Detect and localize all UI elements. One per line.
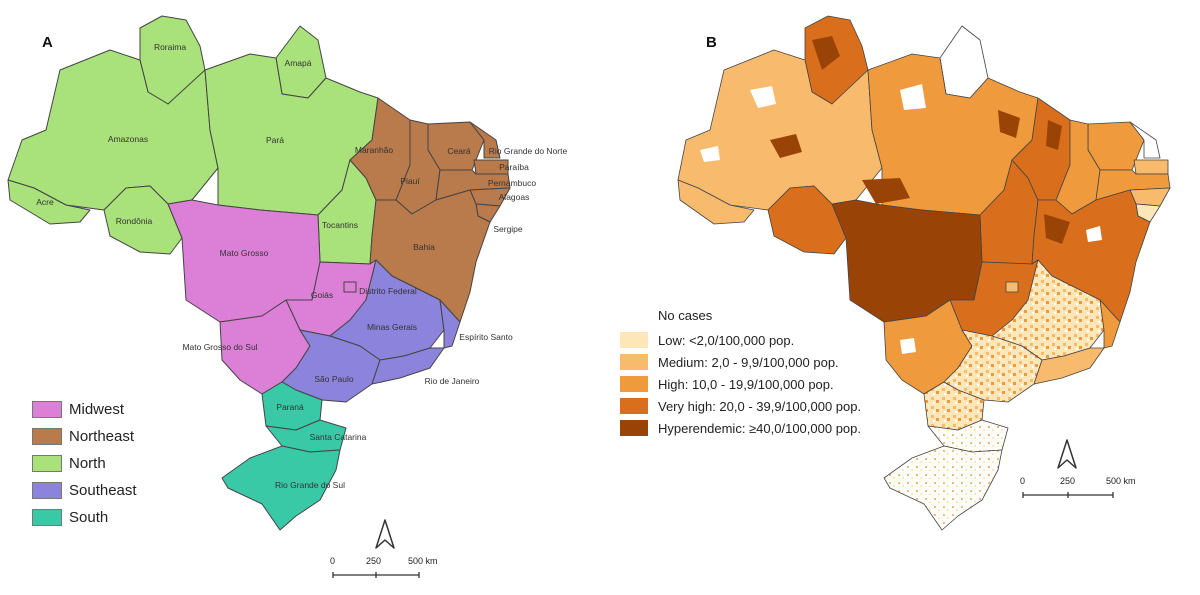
state-label: Minas Gerais xyxy=(367,322,417,332)
no-case-patches xyxy=(700,84,1102,354)
legend-label: North xyxy=(69,455,106,472)
legend-label: Hyperendemic: ≥40,0/100,000 pop. xyxy=(658,420,861,436)
incidence-legend: No cases Low: <2,0/100,000 pop. Medium: … xyxy=(620,308,861,439)
state-label: Alagoas xyxy=(499,192,530,202)
legend-label: Midwest xyxy=(69,401,125,418)
legend-label: Southeast xyxy=(69,482,137,499)
state-label: Mato Grosso do Sul xyxy=(182,342,257,352)
state-label: Pernambuco xyxy=(488,178,536,188)
scale-tick-label: 250 xyxy=(1060,476,1076,486)
scale-tick-label: 0 xyxy=(1020,476,1026,486)
legend-item-low: Low: <2,0/100,000 pop. xyxy=(620,329,861,351)
state-rio-de-janeiro[interactable] xyxy=(1033,347,1105,385)
state-label: Acre xyxy=(36,197,54,207)
state-acre[interactable] xyxy=(677,179,755,225)
state-label: Paraíba xyxy=(499,162,529,172)
state-label: Santa Catarina xyxy=(310,432,367,442)
state-label: Rio Grande do Sul xyxy=(275,480,345,490)
state-label: Espírito Santo xyxy=(459,332,513,342)
state-rio-grande-do-sul[interactable] xyxy=(221,445,341,531)
panel-b-incidence-map: B xyxy=(600,0,1200,595)
scale-tick-label: 500 km xyxy=(408,556,438,566)
state-label: Tocantins xyxy=(322,220,358,230)
state-df[interactable] xyxy=(1005,281,1019,293)
legend-item-midwest: Midwest xyxy=(32,396,137,423)
panel-b-letter: B xyxy=(706,34,717,51)
state-rn[interactable] xyxy=(469,121,501,159)
north-arrow-icon xyxy=(1057,439,1077,469)
legend-swatch xyxy=(32,482,62,499)
legend-item-south: South xyxy=(32,504,137,531)
legend-swatch xyxy=(620,420,648,436)
legend-item-southeast: Southeast xyxy=(32,477,137,504)
state-label: Rio Grande do Norte xyxy=(489,146,568,156)
state-rio-de-janeiro[interactable] xyxy=(371,347,445,385)
legend-label: Very high: 20,0 - 39,9/100,000 pop. xyxy=(658,398,862,414)
state-label: Ceará xyxy=(447,146,470,156)
legend-swatch xyxy=(620,332,648,348)
state-rio-grande-do-sul[interactable] xyxy=(883,445,1003,531)
legend-label: Northeast xyxy=(69,428,135,445)
brazil-incidence-map xyxy=(677,15,1171,531)
state-rn[interactable] xyxy=(1129,121,1161,159)
panel-a-letter: A xyxy=(42,34,53,51)
panel-a-regions-map: A xyxy=(7,15,568,578)
state-label: Amazonas xyxy=(108,134,148,144)
state-label: Paraná xyxy=(276,402,304,412)
state-espirito-santo[interactable] xyxy=(1099,299,1121,349)
state-label: Rio de Janeiro xyxy=(425,376,480,386)
legend-label: Low: <2,0/100,000 pop. xyxy=(658,332,795,348)
state-sao-paulo[interactable] xyxy=(943,329,1043,403)
legend-item-high: High: 10,0 - 19,9/100,000 pop. xyxy=(620,373,861,395)
state-label: Roraima xyxy=(154,42,186,52)
state-label: São Paulo xyxy=(314,374,353,384)
state-sao-paulo[interactable] xyxy=(281,329,381,403)
brazil-regions-map: Roraima Amapá Amazonas Pará Acre Rondônia Toca… xyxy=(7,15,568,531)
legend-swatch xyxy=(32,455,62,472)
state-label: Bahia xyxy=(413,242,435,252)
scale-tick-label: 500 km xyxy=(1106,476,1136,486)
legend-label: High: 10,0 - 19,9/100,000 pop. xyxy=(658,376,834,392)
scale-tick-label: 0 xyxy=(330,556,336,566)
state-label: Piauí xyxy=(400,176,420,186)
legend-title: No cases xyxy=(658,308,713,323)
state-label: Rondônia xyxy=(116,216,153,226)
scale-bar-line xyxy=(332,572,420,578)
region-legend: Midwest Northeast North Southeast South xyxy=(32,396,137,531)
state-label: Goiás xyxy=(311,290,333,300)
state-df[interactable] xyxy=(343,281,357,293)
state-label: Mato Grosso xyxy=(220,248,269,258)
legend-item-northeast: Northeast xyxy=(32,423,137,450)
legend-swatch xyxy=(32,401,62,418)
hotspot-clusters xyxy=(770,36,1070,244)
scale-tick-label: 250 xyxy=(366,556,382,566)
state-label: Pará xyxy=(266,135,284,145)
north-arrow-icon xyxy=(375,519,395,549)
legend-label: South xyxy=(69,509,109,526)
legend-swatch xyxy=(620,354,648,370)
legend-swatch xyxy=(620,376,648,392)
legend-swatch xyxy=(32,509,62,526)
legend-item-very-high: Very high: 20,0 - 39,9/100,000 pop. xyxy=(620,395,861,417)
state-paraiba[interactable] xyxy=(1133,159,1169,175)
state-acre[interactable] xyxy=(7,179,91,225)
legend-label: Medium: 2,0 - 9,9/100,000 pop. xyxy=(658,354,839,370)
state-espirito-santo[interactable] xyxy=(439,299,461,349)
legend-item-medium: Medium: 2,0 - 9,9/100,000 pop. xyxy=(620,351,861,373)
legend-swatch xyxy=(620,398,648,414)
legend-item-hyperendemic: Hyperendemic: ≥40,0/100,000 pop. xyxy=(620,417,861,439)
state-label: Maranhão xyxy=(355,145,394,155)
legend-item-north: North xyxy=(32,450,137,477)
scale-bar-line xyxy=(1022,492,1114,498)
state-label: Sergipe xyxy=(493,224,523,234)
state-label: Distrito Federal xyxy=(359,286,417,296)
legend-swatch xyxy=(32,428,62,445)
state-label: Amapá xyxy=(285,58,312,68)
